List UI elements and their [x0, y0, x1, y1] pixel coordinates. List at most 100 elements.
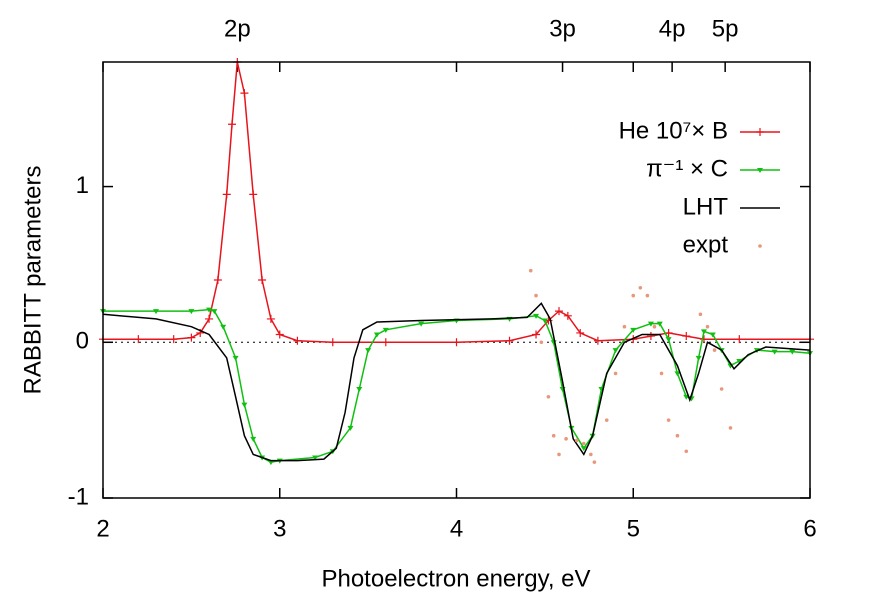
- data-point: [630, 327, 637, 333]
- data-point: [365, 348, 372, 354]
- x2-tick-label: 4p: [659, 15, 686, 42]
- data-point: [593, 336, 602, 345]
- data-point: [612, 348, 619, 354]
- data-point: [534, 293, 538, 298]
- data-point: [347, 425, 354, 431]
- y-tick-label: 1: [76, 172, 89, 199]
- data-point: [581, 441, 586, 446]
- data-point: [592, 460, 597, 464]
- y-tick-label: 0: [76, 328, 89, 355]
- data-point: [312, 455, 319, 461]
- data-point: [169, 335, 178, 344]
- data-point: [356, 387, 363, 392]
- data-point: [541, 318, 548, 324]
- data-point: [563, 311, 572, 320]
- data-point: [240, 89, 249, 98]
- data-point: [220, 324, 227, 330]
- data-point: [211, 309, 218, 315]
- data-point: [546, 394, 551, 399]
- x-tick-label: 4: [450, 515, 463, 542]
- data-point: [564, 437, 568, 441]
- data-point: [134, 335, 143, 344]
- data-point: [293, 336, 302, 345]
- data-point: [528, 268, 533, 273]
- data-point: [551, 433, 556, 438]
- data-point: [682, 332, 691, 341]
- data-point: [266, 314, 275, 323]
- x-tick-label: 3: [273, 515, 286, 542]
- x2-tick-label: 3p: [549, 15, 576, 42]
- data-point: [698, 312, 703, 317]
- data-point: [258, 276, 267, 284]
- data-point: [631, 293, 636, 298]
- data-point: [699, 335, 708, 344]
- data-point: [666, 418, 671, 422]
- data-point: [695, 355, 702, 361]
- data-point: [613, 371, 618, 376]
- data-point: [187, 333, 196, 342]
- data-point: [205, 314, 214, 323]
- data-point: [700, 329, 707, 335]
- data-point: [206, 307, 213, 313]
- data-point: [656, 321, 663, 327]
- data-point: [789, 349, 796, 355]
- data-point: [228, 120, 237, 129]
- data-point: [250, 436, 257, 442]
- data-point: [684, 449, 689, 454]
- data-point: [557, 452, 561, 457]
- data-point: [555, 307, 564, 316]
- data-point: [646, 332, 655, 341]
- data-point: [241, 402, 248, 408]
- y-axis-label: RABBITT parameters: [19, 166, 46, 395]
- legend-marker: [756, 128, 764, 136]
- series-line: [102, 302, 811, 462]
- x-tick-label: 2: [96, 515, 109, 542]
- data-point: [418, 321, 425, 327]
- data-point: [728, 426, 733, 430]
- data-point: [652, 324, 657, 329]
- data-point: [659, 371, 664, 376]
- x2-tick-label: 2p: [224, 15, 251, 42]
- data-point: [574, 438, 579, 443]
- data-point: [222, 190, 231, 199]
- data-point: [452, 338, 461, 347]
- data-point: [188, 309, 195, 315]
- data-point: [705, 324, 710, 329]
- data-point: [213, 276, 222, 284]
- series-line: [103, 308, 811, 463]
- data-point: [674, 371, 681, 377]
- plot-frame: [102, 61, 811, 499]
- data-point: [505, 336, 514, 345]
- x-tick-label: 6: [803, 515, 816, 542]
- legend-label: expt: [683, 231, 729, 258]
- data-point: [589, 452, 593, 457]
- y-tick-label: -1: [68, 483, 89, 510]
- data-point: [533, 313, 540, 319]
- data-point: [736, 358, 743, 364]
- data-point: [153, 309, 160, 315]
- x-tick-label: 5: [627, 515, 640, 542]
- data-point: [580, 446, 587, 452]
- legend-marker: [757, 168, 763, 173]
- data-point: [665, 337, 672, 343]
- data-point: [771, 349, 778, 355]
- data-point: [622, 324, 627, 329]
- data-point: [381, 338, 390, 347]
- x2-tick-label: 5p: [712, 15, 739, 42]
- data-point: [709, 332, 716, 338]
- legend-label: π⁻¹ × C: [646, 155, 728, 182]
- data-point: [647, 321, 654, 327]
- data-point: [576, 328, 585, 337]
- data-point: [675, 433, 680, 438]
- data-point: [719, 387, 724, 391]
- data-point: [735, 335, 744, 344]
- data-point: [232, 355, 239, 361]
- data-point: [382, 327, 389, 333]
- data-point: [373, 332, 380, 338]
- data-point: [645, 293, 650, 298]
- legend-label: LHT: [683, 193, 729, 220]
- data-point: [249, 190, 258, 199]
- data-point: [328, 338, 337, 347]
- data-point: [638, 285, 643, 290]
